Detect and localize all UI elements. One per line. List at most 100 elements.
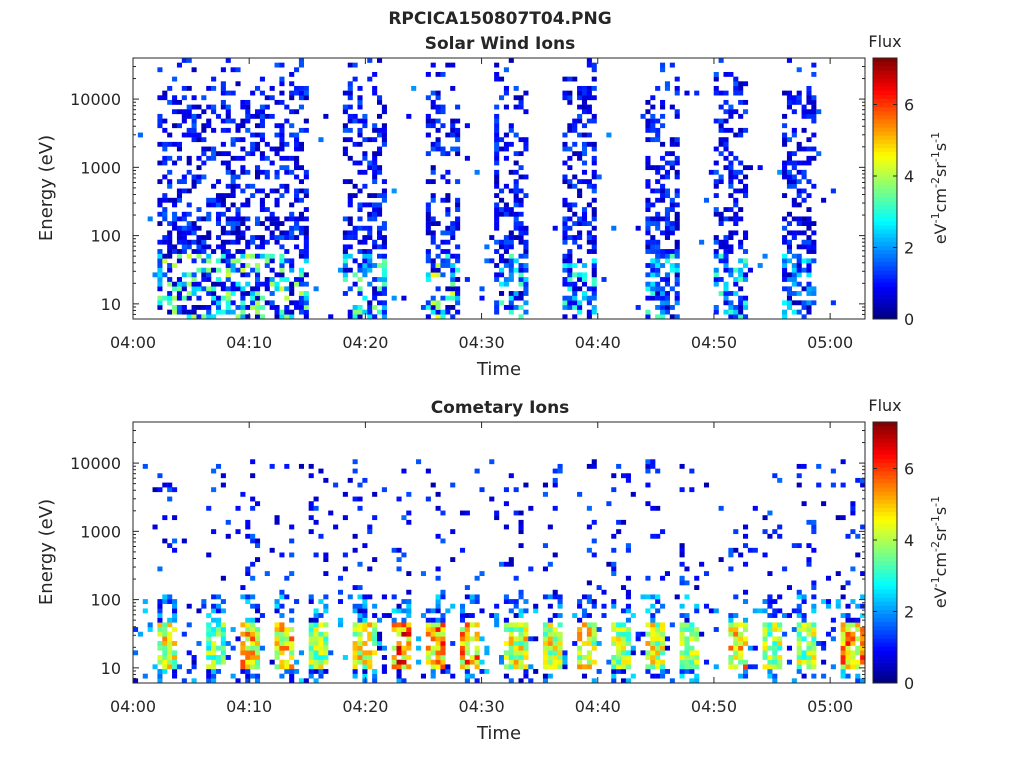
heatmap-cell: [357, 617, 363, 623]
heatmap-cell: [196, 239, 202, 245]
heatmap-cell: [655, 673, 661, 679]
heatmap-cell: [718, 151, 724, 157]
heatmap-cell: [577, 235, 583, 240]
heatmap-cell: [259, 244, 265, 250]
heatmap-cell: [172, 547, 178, 553]
heatmap-cell: [723, 281, 729, 287]
heatmap-cell: [347, 267, 353, 273]
heatmap-cell: [167, 183, 173, 189]
heatmap-cell: [206, 650, 212, 656]
heatmap-cell: [255, 673, 261, 679]
heatmap-cell: [845, 627, 851, 632]
heatmap-cell: [289, 263, 295, 268]
heatmap-cell: [655, 627, 661, 632]
heatmap-cell: [318, 137, 324, 143]
heatmap-cell: [162, 127, 168, 133]
heatmap-cell: [728, 151, 734, 157]
heatmap-cell: [230, 118, 236, 124]
heatmap-cell: [669, 104, 675, 110]
heatmap-cell: [211, 197, 217, 203]
heatmap-cell: [279, 650, 285, 656]
heatmap-cell: [811, 580, 817, 586]
heatmap-cell: [455, 127, 461, 133]
heatmap-cell: [791, 678, 797, 684]
heatmap-cell: [674, 594, 680, 600]
heatmap-cell: [245, 664, 251, 670]
heatmap-cell: [791, 95, 797, 101]
heatmap-cell: [513, 636, 519, 642]
colorbar-step: [873, 601, 897, 606]
heatmap-cell: [455, 277, 461, 282]
heatmap-cell: [650, 459, 656, 465]
heatmap-cell: [664, 300, 670, 306]
heatmap-cell: [840, 655, 846, 660]
heatmap-cell: [352, 631, 358, 637]
colorbar-step: [873, 491, 897, 496]
colorbar-step: [873, 450, 897, 455]
heatmap-cell: [581, 655, 588, 660]
colorbar-step: [873, 634, 897, 639]
heatmap-cell: [303, 230, 309, 236]
heatmap-cell: [430, 221, 436, 226]
heatmap-cell: [796, 230, 802, 236]
heatmap-cell: [406, 636, 412, 642]
heatmap-cell: [250, 622, 256, 628]
heatmap-cell: [557, 664, 563, 670]
heatmap-cell: [860, 659, 866, 665]
heatmap-cell: [357, 636, 363, 642]
heatmap-cell: [396, 645, 402, 651]
heatmap-cell: [215, 193, 222, 199]
heatmap-cell: [303, 249, 309, 254]
heatmap-cell: [782, 193, 788, 199]
heatmap-cell: [308, 673, 314, 679]
heatmap-cell: [347, 309, 353, 315]
heatmap-cell: [377, 636, 383, 642]
heatmap-cell: [367, 202, 373, 208]
heatmap-cell: [367, 267, 373, 273]
heatmap-cell: [264, 169, 270, 175]
heatmap-cell: [679, 655, 685, 660]
heatmap-cell: [650, 244, 656, 250]
heatmap-cell: [425, 305, 431, 310]
heatmap-cell: [713, 239, 719, 245]
heatmap-cell: [713, 277, 719, 282]
heatmap-cell: [381, 309, 387, 315]
heatmap-cell: [503, 281, 509, 287]
heatmap-cell: [733, 230, 739, 236]
heatmap-cell: [567, 76, 573, 82]
heatmap-cell: [860, 482, 866, 488]
heatmap-cell: [503, 85, 509, 91]
heatmap-cell: [786, 659, 792, 665]
heatmap-cell: [347, 244, 353, 250]
heatmap-cell: [591, 211, 597, 217]
heatmap-cell: [440, 71, 446, 77]
heatmap-cell: [455, 258, 461, 264]
heatmap-cell: [445, 193, 451, 199]
heatmap-cell: [294, 132, 300, 138]
heatmap-cell: [777, 594, 783, 600]
heatmap-cell: [372, 179, 378, 185]
heatmap-cell: [650, 659, 656, 665]
heatmap-cell: [738, 645, 744, 651]
heatmap-cell: [767, 631, 773, 637]
heatmap-cell: [372, 169, 378, 175]
heatmap-cell: [830, 636, 836, 642]
heatmap-cell: [289, 202, 295, 208]
heatmap-cell: [518, 253, 524, 259]
heatmap-cell: [225, 113, 231, 119]
heatmap-cell: [782, 235, 788, 240]
heatmap-cell: [796, 193, 802, 199]
heatmap-cell: [752, 645, 758, 651]
heatmap-cell: [303, 90, 309, 96]
heatmap-cell: [230, 188, 236, 194]
heatmap-cell: [440, 272, 446, 278]
heatmap-cell: [206, 267, 212, 273]
heatmap-cell: [801, 169, 807, 175]
heatmap-cell: [430, 230, 436, 236]
heatmap-cell: [762, 655, 768, 660]
heatmap-cell: [367, 622, 373, 628]
heatmap-cell: [806, 641, 812, 646]
heatmap-cell: [577, 286, 583, 292]
heatmap-cell: [664, 669, 670, 674]
heatmap-cell: [625, 641, 631, 646]
